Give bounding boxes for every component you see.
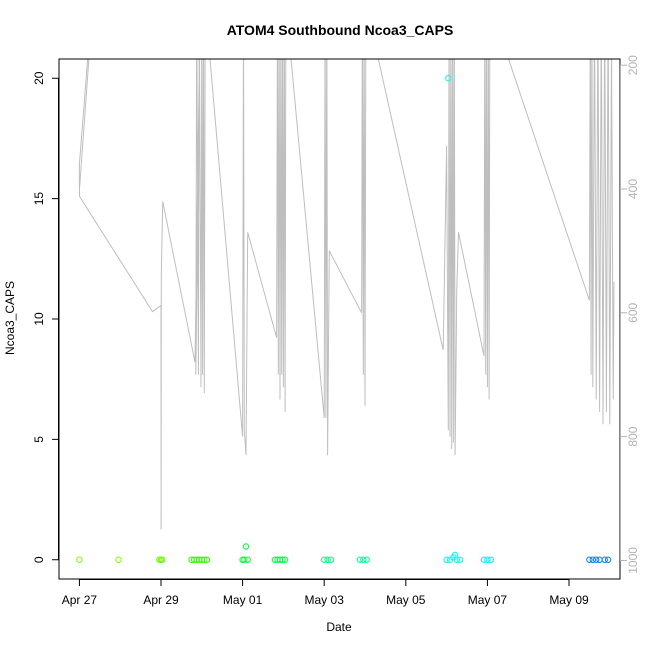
points-layer xyxy=(76,75,612,563)
x-tick-label: May 09 xyxy=(549,593,589,607)
y2-axis: 200 400 600 800 1000 xyxy=(620,55,640,574)
depth-trace-line xyxy=(78,59,615,530)
y-tick-label: 5 xyxy=(32,436,46,443)
data-point xyxy=(356,556,364,563)
x-tick-label: Apr 29 xyxy=(143,593,179,607)
data-point xyxy=(480,556,488,563)
data-point xyxy=(589,556,596,563)
y2-tick-label: 600 xyxy=(626,302,640,322)
data-point xyxy=(604,556,612,563)
x-axis: Apr 27 Apr 29 May 01 May 03 May 05 May 07 May … xyxy=(62,579,589,607)
data-point xyxy=(159,556,166,563)
chart-title: ATOM4 Southbound Ncoa3_CAPS xyxy=(227,22,454,38)
data-point xyxy=(241,556,248,563)
x-tick-label: May 05 xyxy=(386,593,426,607)
data-point xyxy=(453,556,460,563)
data-point xyxy=(484,556,491,563)
data-point xyxy=(360,556,367,563)
y2-tick-label: 400 xyxy=(626,179,640,199)
data-point xyxy=(586,556,593,563)
data-point xyxy=(324,556,331,563)
data-point xyxy=(443,556,450,563)
y-tick-label: 20 xyxy=(32,71,46,85)
data-point xyxy=(281,556,289,563)
data-point xyxy=(242,543,250,550)
data-point xyxy=(115,556,122,563)
plot-frame xyxy=(58,58,621,580)
y2-tick-label: 200 xyxy=(626,55,640,75)
data-point xyxy=(445,75,452,82)
y2-tick-label: 1000 xyxy=(626,547,640,574)
y-tick-label: 15 xyxy=(32,192,46,206)
x-tick-label: May 07 xyxy=(468,593,508,607)
data-point xyxy=(593,556,600,563)
y-axis: 0 5 10 15 20 xyxy=(32,71,59,563)
data-point xyxy=(487,556,494,563)
data-point xyxy=(363,556,370,563)
data-point xyxy=(601,556,608,563)
x-axis-label: Date xyxy=(326,620,352,634)
data-point xyxy=(76,556,83,563)
y2-tick-label: 800 xyxy=(626,426,640,446)
depth-trace-layer xyxy=(78,59,615,530)
data-point xyxy=(457,556,464,563)
x-tick-label: May 03 xyxy=(305,593,345,607)
data-point xyxy=(279,556,286,563)
data-point xyxy=(244,556,251,563)
y-tick-label: 10 xyxy=(32,312,46,326)
data-point xyxy=(203,556,211,563)
data-point xyxy=(321,556,328,563)
y-axis-label: Ncoa3_CAPS xyxy=(3,281,17,355)
y-tick-label: 0 xyxy=(32,556,46,563)
x-tick-label: May 01 xyxy=(223,593,263,607)
data-point xyxy=(201,556,208,563)
data-point xyxy=(327,556,335,563)
x-tick-label: Apr 27 xyxy=(62,593,98,607)
data-point xyxy=(596,556,603,563)
